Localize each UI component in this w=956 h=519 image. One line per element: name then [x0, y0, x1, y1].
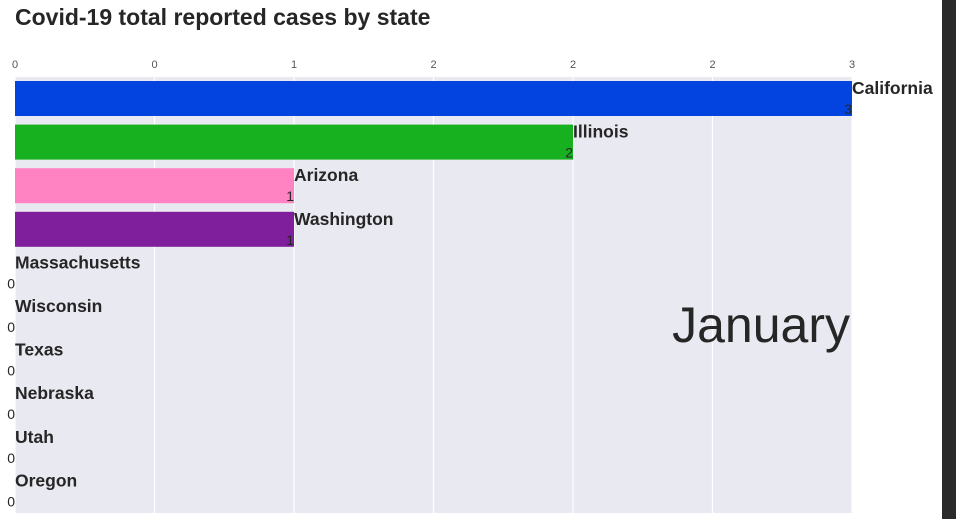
chart-title: Covid-19 total reported cases by state: [15, 4, 431, 30]
bar-category-label: California: [852, 78, 933, 98]
x-tick-label: 3: [849, 59, 855, 71]
scrollbar[interactable]: [942, 0, 956, 519]
bar: [15, 211, 294, 247]
period-label: January: [672, 297, 850, 353]
bar-category-label: Oregon: [15, 470, 77, 490]
bar-value-label: 0: [7, 406, 15, 422]
x-tick-label: 1: [291, 59, 297, 71]
bar-value-label: 1: [286, 232, 294, 248]
bar-category-label: Wisconsin: [15, 296, 102, 316]
x-tick-label: 2: [570, 59, 576, 71]
bar-category-label: Massachusetts: [15, 252, 141, 272]
bar-category-label: Washington: [294, 209, 393, 229]
bar-category-label: Illinois: [573, 122, 629, 142]
bar-value-label: 0: [7, 275, 15, 291]
x-tick-label: 0: [151, 59, 157, 71]
bar: [15, 168, 294, 204]
bar-category-label: Arizona: [294, 165, 358, 185]
bars: California3Illinois2Arizona1Washington1M…: [7, 78, 933, 509]
bar: [15, 81, 852, 116]
bar-value-label: 2: [565, 145, 573, 161]
bar: [15, 124, 573, 160]
bar-value-label: 0: [7, 450, 15, 466]
bar-value-label: 0: [7, 319, 15, 335]
bar-value-label: 1: [286, 188, 294, 204]
bar-value-label: 0: [7, 363, 15, 379]
bar-category-label: Nebraska: [15, 383, 94, 403]
x-tick-label: 0: [12, 59, 18, 71]
x-tick-label: 2: [709, 59, 715, 71]
x-axis-ticks: 0 0 1 2 2 2 3: [12, 59, 855, 71]
x-tick-label: 2: [430, 59, 436, 71]
bar-value-label: 0: [7, 493, 15, 509]
bar-category-label: Texas: [15, 340, 64, 360]
bar-category-label: Utah: [15, 427, 54, 447]
bar-value-label: 3: [844, 101, 852, 117]
